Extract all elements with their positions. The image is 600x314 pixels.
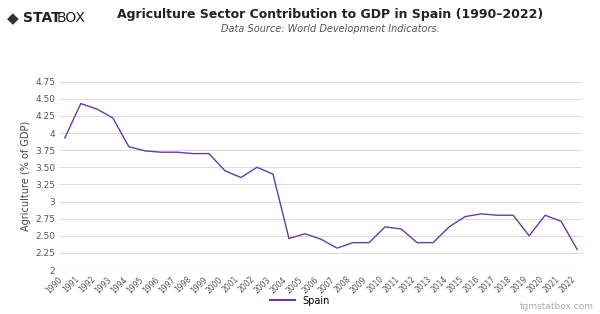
Text: STAT: STAT [23, 11, 61, 25]
Text: tgmstatbox.com: tgmstatbox.com [520, 302, 594, 311]
Text: Agriculture Sector Contribution to GDP in Spain (1990–2022): Agriculture Sector Contribution to GDP i… [117, 8, 543, 21]
Text: Data Source: World Development Indicators.: Data Source: World Development Indicator… [221, 24, 439, 34]
Legend: Spain: Spain [270, 296, 330, 306]
Y-axis label: Agriculture (% of GDP): Agriculture (% of GDP) [21, 121, 31, 231]
Text: ◆: ◆ [7, 11, 19, 26]
Text: BOX: BOX [57, 11, 86, 25]
